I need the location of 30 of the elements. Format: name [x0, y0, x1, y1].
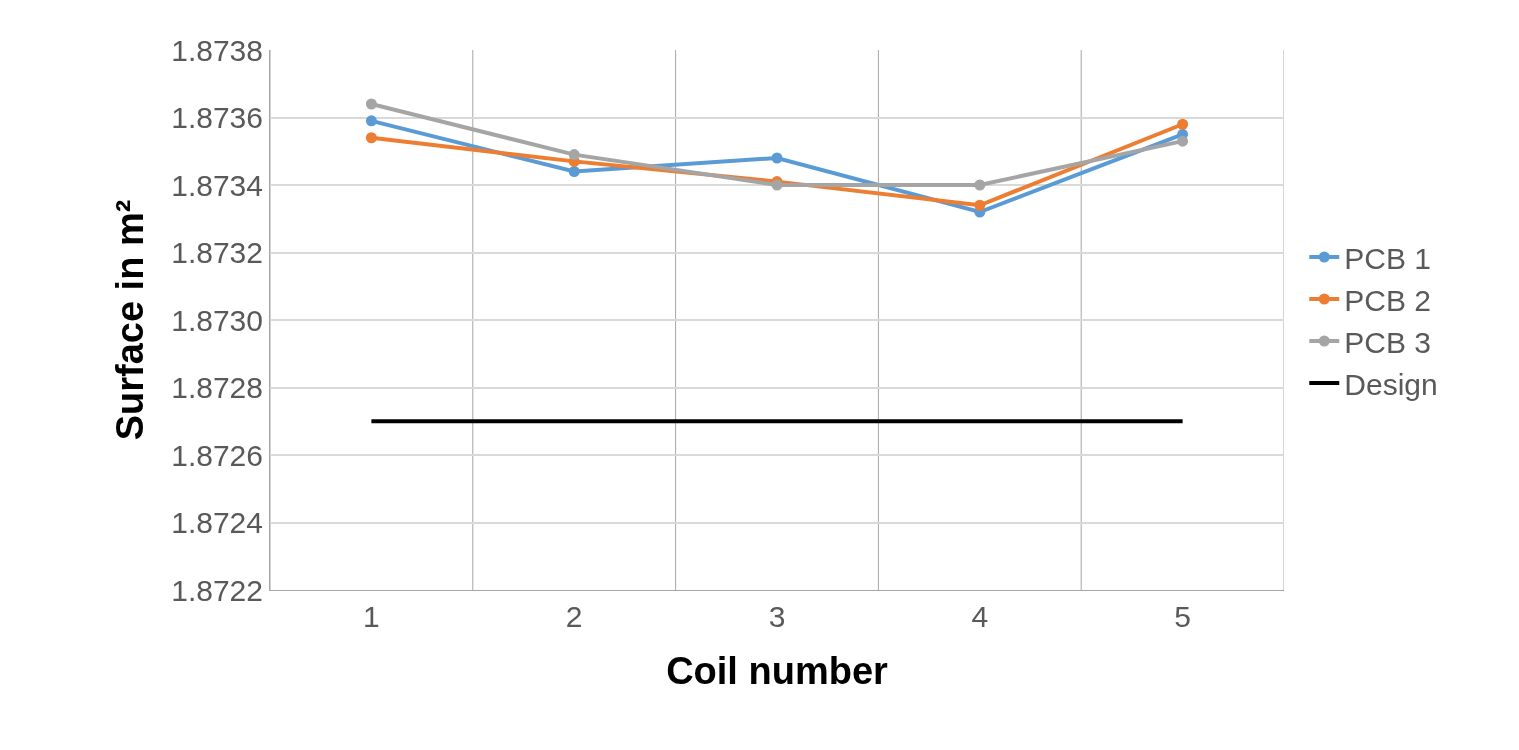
x-axis-title: Coil number — [666, 650, 889, 693]
x-tick-label: 3 — [768, 600, 786, 633]
y-tick-label: 1.8726 — [171, 438, 263, 472]
x-tick-label: 4 — [971, 600, 989, 633]
y-tick-label: 1.8732 — [171, 236, 263, 269]
y-tick-label: 1.8734 — [171, 168, 263, 202]
y-axis-title: Surface in m² — [109, 199, 152, 441]
point — [568, 166, 580, 177]
y-tick-label: 1.8728 — [171, 371, 263, 404]
point — [365, 98, 377, 110]
point — [1177, 118, 1189, 130]
y-tick-label: 1.8736 — [171, 101, 263, 134]
point — [365, 115, 377, 127]
y-tick-label: 1.8724 — [171, 506, 263, 539]
x-tick-label: 5 — [1174, 600, 1191, 633]
point — [771, 152, 783, 164]
legend-label: Design — [1344, 367, 1438, 401]
legend-label: PCB 3 — [1344, 325, 1431, 359]
point — [568, 149, 580, 161]
x-tick-label: 2 — [565, 600, 583, 633]
y-tick-label: 1.8730 — [171, 303, 263, 337]
point — [1177, 135, 1189, 147]
y-tick-label: 1.8722 — [171, 573, 263, 607]
x-tick-label: 1 — [363, 600, 380, 633]
point — [974, 179, 986, 191]
point — [974, 199, 986, 211]
point — [365, 132, 377, 144]
legend-label: PCB 2 — [1344, 283, 1431, 317]
y-tick-label: 1.8738 — [171, 33, 263, 67]
legend-label: PCB 1 — [1344, 241, 1431, 275]
